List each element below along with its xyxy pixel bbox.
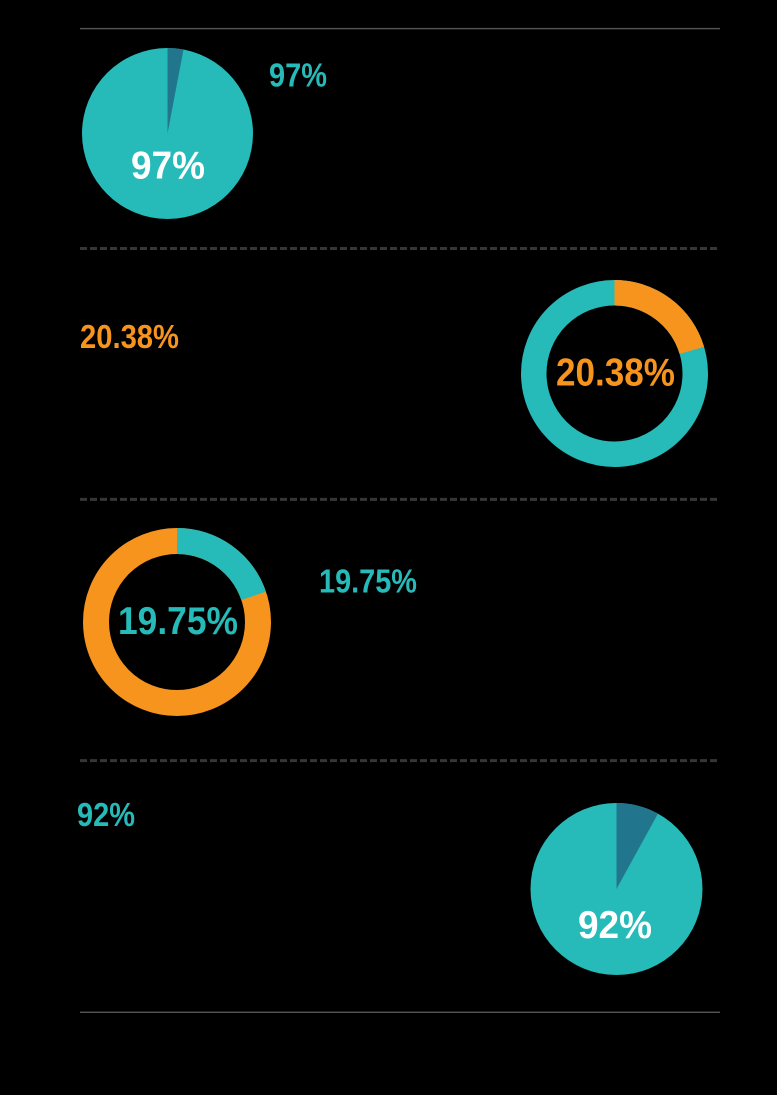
svg-text:92%: 92% xyxy=(578,904,652,947)
svg-text:19.75%: 19.75% xyxy=(118,600,238,643)
svg-text:19.75%: 19.75% xyxy=(319,563,417,600)
svg-text:20.38%: 20.38% xyxy=(556,352,675,395)
svg-text:20.38%: 20.38% xyxy=(80,318,179,355)
svg-text:97%: 97% xyxy=(131,145,205,188)
svg-text:92%: 92% xyxy=(77,796,135,833)
svg-text:97%: 97% xyxy=(269,57,327,94)
